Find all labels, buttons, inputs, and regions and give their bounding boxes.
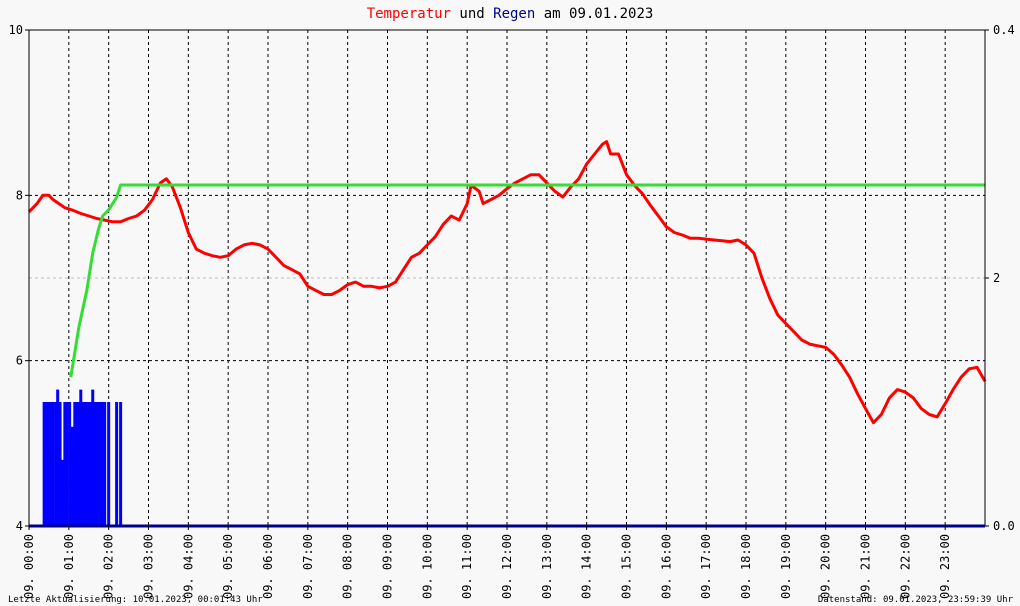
title-und: und [451,6,493,22]
rain-rate-bar [89,402,93,526]
title-date: 09.01.2023 [569,6,653,22]
rain-rate-bar [91,389,95,526]
title-am: am [535,6,569,22]
x-tick-label: 09. 23:00 [938,534,952,599]
rain-rate-bar [70,426,74,526]
rain-rate-bar [63,402,67,526]
rain-rate-bar [115,402,119,526]
rain-rate-bar [107,402,111,526]
left-tick-label: 10 [9,23,23,37]
x-tick-label: 09. 01:00 [62,534,76,599]
x-tick-label: 09. 21:00 [859,534,873,599]
x-tick-label: 09. 22:00 [898,534,912,599]
rain-rate-bar [81,402,85,526]
rain-rate-bar [87,402,91,526]
rain-rate-bar [65,402,69,526]
series-line-temperature [27,140,987,425]
rain-rate-bar [103,402,107,526]
x-tick-label: 09. 04:00 [181,534,195,599]
rain-rate-bar [61,459,65,526]
rain-rate-bar [79,389,83,526]
x-tick-label: 09. 08:00 [341,534,355,599]
rain-rate-bar [56,389,60,526]
x-tick-label: 09. 19:00 [779,534,793,599]
x-tick-label: 09. 17:00 [699,534,713,599]
x-tick-label: 09. 10:00 [420,534,434,599]
x-tick-label: 09. 13:00 [540,534,554,599]
x-tick-label: 09. 05:00 [221,534,235,599]
rain-rate-bar [58,402,62,526]
title-temperatur: Temperatur [367,6,451,22]
x-tick-label: 09. 20:00 [819,534,833,599]
x-tick-label: 09. 00:00 [22,534,36,599]
x-tick-label: 09. 07:00 [301,534,315,599]
rain-rate-bar [95,402,99,526]
rain-rate-bar [85,402,89,526]
footer-data-status: Datenstand: 09.01.2023, 23:59:39 Uhr [818,595,1014,605]
x-tick-label: 09. 18:00 [739,534,753,599]
right-tick-label: 2 [993,271,1000,285]
rain-rate-bar [97,402,101,526]
title-regen: Regen [493,6,535,22]
rain-rate-bar [119,402,123,526]
rain-rate-bar [49,402,53,526]
left-tick-label: 4 [16,519,23,533]
rain-rate-bar [46,402,50,526]
rain-rate-bar [51,402,55,526]
rain-rate-bar [44,402,48,526]
right-tick-label: 0.4 [993,23,1015,37]
rain-rate-bar [54,402,58,526]
series-line-rain_total [69,183,985,378]
x-tick-label: 09. 15:00 [620,534,634,599]
left-tick-label: 6 [16,354,23,368]
x-tick-label: 09. 12:00 [500,534,514,599]
x-tick-label: 09. 06:00 [261,534,275,599]
x-tick-label: 09. 02:00 [102,534,116,599]
rain-rate-bar [42,402,46,526]
axes [25,29,989,530]
tick-labels: 10 8 6 4 0.4 2 0.0 09. 00:00 09. 01:00 09. 02:00 0… [9,23,1015,599]
rain-rate-bar [73,402,77,526]
rain-rate-bar [68,402,72,526]
x-tick-label: 09. 14:00 [580,534,594,599]
chart-title: Temperatur und Regen am 09.01.2023 [367,6,654,22]
rain-rate-bar [75,402,79,526]
rain-rate-bar [93,402,97,526]
left-tick-label: 8 [16,188,23,202]
series-lines [27,140,987,425]
x-tick-label: 09. 11:00 [460,534,474,599]
rain-rate-bar [101,402,105,526]
x-tick-label: 09. 03:00 [142,534,156,599]
rain-bars [42,389,123,526]
right-tick-label: 0.0 [993,519,1015,533]
rain-rate-bar [77,402,81,526]
grid [29,30,985,526]
x-tick-label: 09. 09:00 [381,534,395,599]
x-tick-label: 09. 16:00 [659,534,673,599]
footer-last-update: Letzte Aktualisierung: 10.01.2023, 00:01… [8,595,263,605]
rain-rate-bar [99,402,103,526]
rain-rate-bar [83,402,87,526]
